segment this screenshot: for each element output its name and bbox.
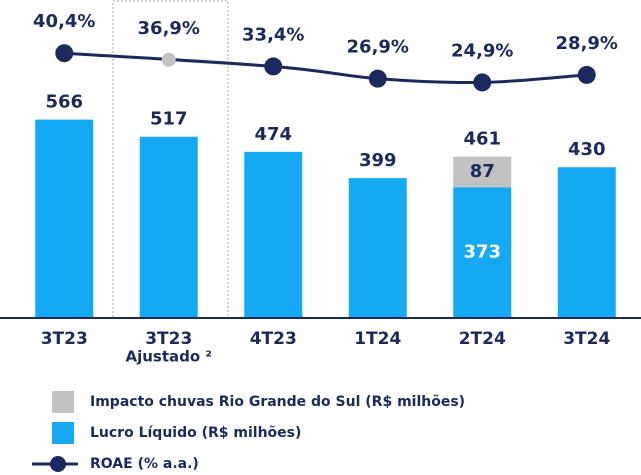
line-point (577, 65, 596, 84)
x-tick-label: 2T24 (459, 329, 506, 349)
bar-value-label: 373 (463, 242, 501, 263)
line-value-label: 28,9% (556, 33, 618, 54)
bar (244, 151, 303, 318)
line (64, 51, 587, 85)
legend-label: ROAE (% a.a.) (90, 456, 199, 472)
bar-value-label: 517 (150, 109, 188, 130)
x-tick-label: Ajustado ² (126, 348, 212, 366)
bar-value-label: 566 (45, 92, 83, 113)
line-point (264, 57, 283, 76)
legend-swatch (52, 391, 74, 413)
line-value-label: 24,9% (451, 40, 513, 61)
x-tick-label: 1T24 (354, 329, 401, 349)
x-tick-label: 3T23 (41, 329, 88, 349)
bar (139, 136, 198, 318)
legend-label: Impacto chuvas Rio Grande do Sul (R$ mil… (90, 394, 465, 410)
bar-value-label: 430 (568, 139, 606, 160)
bar (348, 178, 407, 318)
bar-value-label: 474 (254, 124, 292, 145)
legend-swatch (52, 422, 74, 444)
bar (453, 156, 512, 188)
bar-value-label: 87 (470, 161, 495, 182)
x-tick-label: 3T23 (145, 329, 192, 349)
line-value-label: 40,4% (33, 11, 95, 32)
legend-label: Lucro Líquido (R$ milhões) (90, 425, 301, 441)
line-point (161, 52, 176, 67)
line-point (473, 73, 492, 92)
legend-marker (50, 456, 66, 472)
line-value-label: 36,9% (138, 18, 200, 39)
bar (453, 187, 512, 318)
bar (35, 119, 94, 318)
bar-value-label: 399 (359, 150, 397, 171)
total-label: 461 (463, 129, 501, 150)
line-point (368, 69, 387, 88)
bar (557, 167, 616, 318)
x-tick-label: 3T24 (563, 329, 610, 349)
line-value-label: 26,9% (347, 37, 409, 58)
x-tick-label: 4T23 (250, 329, 297, 349)
line-point (55, 44, 74, 63)
line-value-label: 33,4% (242, 24, 304, 45)
